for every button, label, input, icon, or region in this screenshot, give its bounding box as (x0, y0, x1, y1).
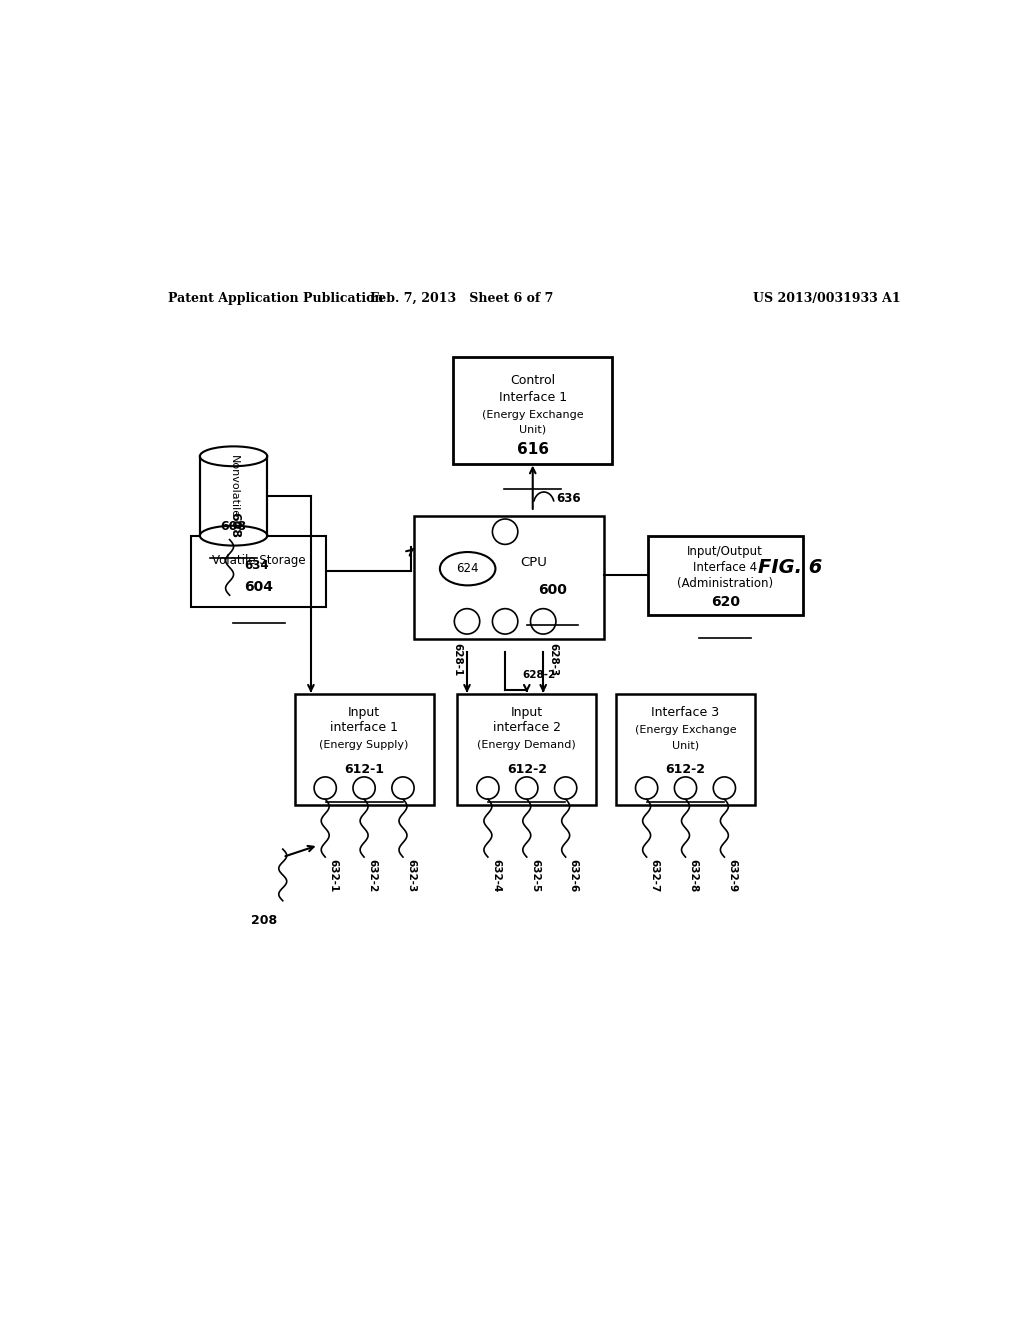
Text: CPU: CPU (520, 556, 547, 569)
Text: Patent Application Publication: Patent Application Publication (168, 292, 383, 305)
Text: interface 2: interface 2 (493, 721, 561, 734)
Text: (Administration): (Administration) (677, 577, 773, 590)
Text: FIG. 6: FIG. 6 (759, 558, 823, 577)
Text: 608: 608 (228, 512, 242, 537)
FancyBboxPatch shape (648, 536, 803, 615)
Text: 632-7: 632-7 (650, 858, 659, 892)
Text: Control: Control (510, 374, 555, 387)
Text: Nonvolatile: Nonvolatile (228, 455, 239, 517)
Text: 600: 600 (539, 582, 567, 597)
Text: (Energy Supply): (Energy Supply) (319, 741, 409, 751)
FancyBboxPatch shape (616, 694, 755, 805)
Text: 632-6: 632-6 (569, 858, 579, 892)
Text: Input: Input (348, 706, 380, 718)
Text: 616: 616 (517, 442, 549, 457)
Text: 632-5: 632-5 (530, 858, 540, 892)
Text: 636: 636 (557, 492, 582, 504)
Text: Feb. 7, 2013   Sheet 6 of 7: Feb. 7, 2013 Sheet 6 of 7 (370, 292, 553, 305)
Text: Input: Input (511, 706, 543, 718)
Text: 620: 620 (711, 595, 739, 610)
Text: 632-3: 632-3 (407, 858, 416, 892)
Text: interface 1: interface 1 (330, 721, 398, 734)
Text: Interface 4: Interface 4 (693, 561, 757, 574)
Text: 632-9: 632-9 (728, 858, 737, 892)
Text: Unit): Unit) (519, 425, 546, 436)
Text: 632-1: 632-1 (329, 858, 338, 892)
Text: Interface 3: Interface 3 (651, 706, 720, 718)
FancyBboxPatch shape (295, 694, 433, 805)
Text: 208: 208 (251, 913, 278, 927)
Ellipse shape (440, 552, 496, 585)
Text: (Energy Exchange: (Energy Exchange (482, 411, 584, 420)
Text: 632-8: 632-8 (689, 858, 698, 892)
Text: 624: 624 (457, 562, 479, 576)
Text: Interface 1: Interface 1 (499, 391, 567, 404)
Text: 628-1: 628-1 (453, 643, 462, 676)
Text: 632-4: 632-4 (492, 858, 501, 892)
FancyBboxPatch shape (458, 694, 596, 805)
Text: Volatile Storage: Volatile Storage (212, 554, 306, 568)
Text: 632-2: 632-2 (368, 858, 377, 892)
Text: 608: 608 (220, 520, 247, 533)
Text: 612-1: 612-1 (344, 763, 384, 776)
Text: US 2013/0031933 A1: US 2013/0031933 A1 (753, 292, 900, 305)
Text: 634: 634 (244, 560, 268, 573)
FancyBboxPatch shape (454, 358, 612, 465)
Ellipse shape (200, 525, 267, 545)
Text: 604: 604 (245, 579, 273, 594)
Text: (Energy Demand): (Energy Demand) (477, 741, 577, 751)
Text: 612-2: 612-2 (666, 763, 706, 776)
Text: 612-2: 612-2 (507, 763, 547, 776)
FancyBboxPatch shape (200, 457, 267, 536)
Text: (Energy Exchange: (Energy Exchange (635, 725, 736, 735)
Text: Unit): Unit) (672, 741, 699, 751)
FancyBboxPatch shape (191, 536, 327, 607)
FancyBboxPatch shape (414, 516, 604, 639)
Text: Input/Output: Input/Output (687, 545, 763, 558)
Ellipse shape (200, 446, 267, 466)
Text: 628-2: 628-2 (522, 669, 556, 680)
Text: 628-3: 628-3 (548, 643, 558, 676)
